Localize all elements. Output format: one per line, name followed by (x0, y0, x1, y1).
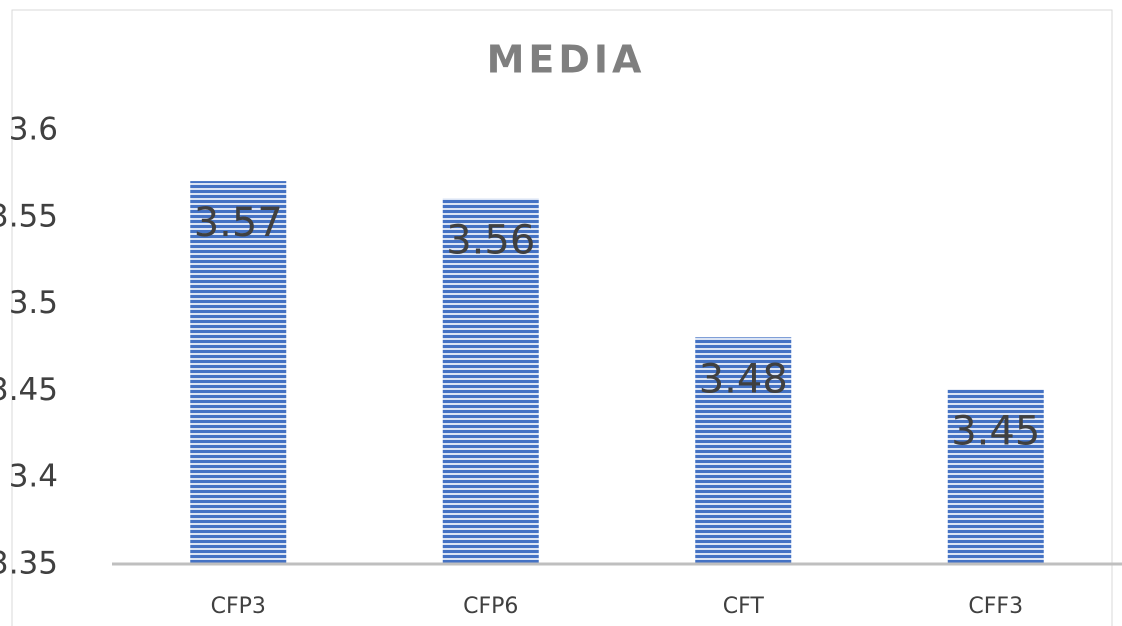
data-label: 3.48 (699, 356, 788, 402)
data-label: 3.57 (194, 200, 283, 246)
x-tick-label: CFT (723, 594, 765, 619)
bar (442, 198, 539, 563)
y-tick-label: 3.5 (9, 285, 58, 321)
x-tick-label: CFP3 (211, 594, 266, 619)
data-label: 3.45 (951, 408, 1040, 454)
x-tick-label: CFF3 (968, 594, 1023, 619)
bar (190, 181, 287, 563)
chart-border (11, 9, 1113, 626)
y-tick-label: 3.35 (0, 546, 58, 582)
x-tick-label: CFP6 (463, 594, 518, 619)
y-tick-label: 3.45 (0, 372, 58, 408)
bar (947, 389, 1044, 563)
chart-title: MEDIA (487, 38, 646, 82)
y-tick-label: 3.4 (9, 459, 58, 495)
y-tick-label: 3.55 (0, 198, 58, 234)
data-label: 3.56 (446, 217, 535, 263)
bar (695, 337, 792, 563)
y-tick-label: 3.6 (9, 112, 58, 148)
